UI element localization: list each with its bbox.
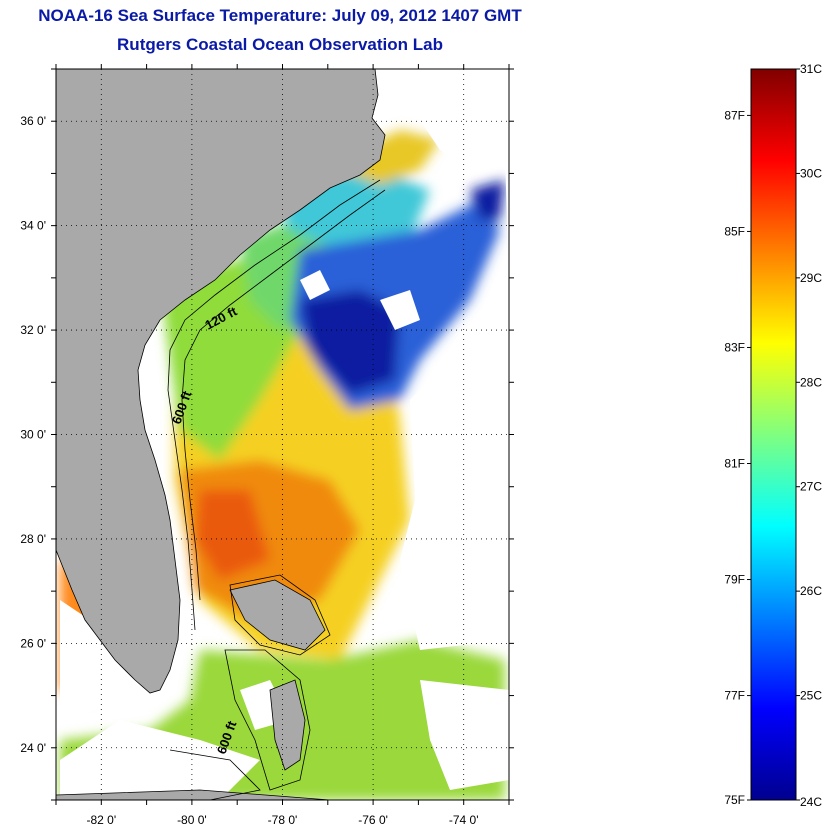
celsius-label: 30C bbox=[800, 166, 822, 180]
bathymetry-contours bbox=[167, 179, 386, 800]
celsius-label: 25C bbox=[800, 689, 822, 703]
colorbar-labels: 31C 30C 29C 28C 27C 26C 25C 24C 87F 85F 83F 81F 79F 7… bbox=[724, 62, 822, 809]
lat-tick-label: 30 0' bbox=[20, 428, 46, 442]
fahrenheit-label: 87F bbox=[724, 108, 745, 122]
page-title: NOAA-16 Sea Surface Temperature: July 09… bbox=[38, 6, 522, 25]
cuba-coast bbox=[56, 789, 331, 800]
lon-tick-label: -74 0' bbox=[449, 813, 479, 827]
celsius-label: 31C bbox=[800, 62, 822, 76]
land-mass-us-southeast bbox=[56, 69, 386, 694]
fahrenheit-label: 81F bbox=[724, 457, 745, 471]
lon-tick-label: -78 0' bbox=[268, 813, 298, 827]
colorbar-gradient bbox=[750, 68, 797, 801]
lat-tick-label: 32 0' bbox=[20, 323, 46, 337]
cloud-mask bbox=[60, 69, 509, 800]
celsius-label: 27C bbox=[800, 480, 822, 494]
celsius-label: 26C bbox=[800, 584, 822, 598]
lon-tick-label: -76 0' bbox=[358, 813, 388, 827]
lat-lon-grid bbox=[56, 69, 509, 800]
lon-tick-label: -80 0' bbox=[177, 813, 207, 827]
celsius-label: 28C bbox=[800, 375, 822, 389]
bahamas-island-grand bbox=[229, 579, 326, 651]
fahrenheit-label: 75F bbox=[724, 793, 745, 807]
lat-tick-label: 24 0' bbox=[20, 741, 46, 755]
lat-tick-label: 26 0' bbox=[20, 636, 46, 650]
fahrenheit-label: 79F bbox=[724, 573, 745, 587]
fahrenheit-label: 85F bbox=[724, 224, 745, 238]
page-subtitle: Rutgers Coastal Ocean Observation Lab bbox=[117, 35, 443, 54]
lon-tick-label: -82 0' bbox=[86, 813, 116, 827]
lat-tick-label: 34 0' bbox=[20, 219, 46, 233]
fahrenheit-label: 83F bbox=[724, 340, 745, 354]
map-axes: -82 0' -80 0' -78 0' -76 0' -74 0' 24 0' 26 0'… bbox=[20, 64, 514, 827]
lat-tick-label: 28 0' bbox=[20, 532, 46, 546]
fahrenheit-label: 77F bbox=[724, 689, 745, 703]
celsius-label: 29C bbox=[800, 271, 822, 285]
celsius-label: 24C bbox=[800, 795, 822, 809]
lat-tick-label: 36 0' bbox=[20, 114, 46, 128]
map-content bbox=[56, 69, 509, 800]
